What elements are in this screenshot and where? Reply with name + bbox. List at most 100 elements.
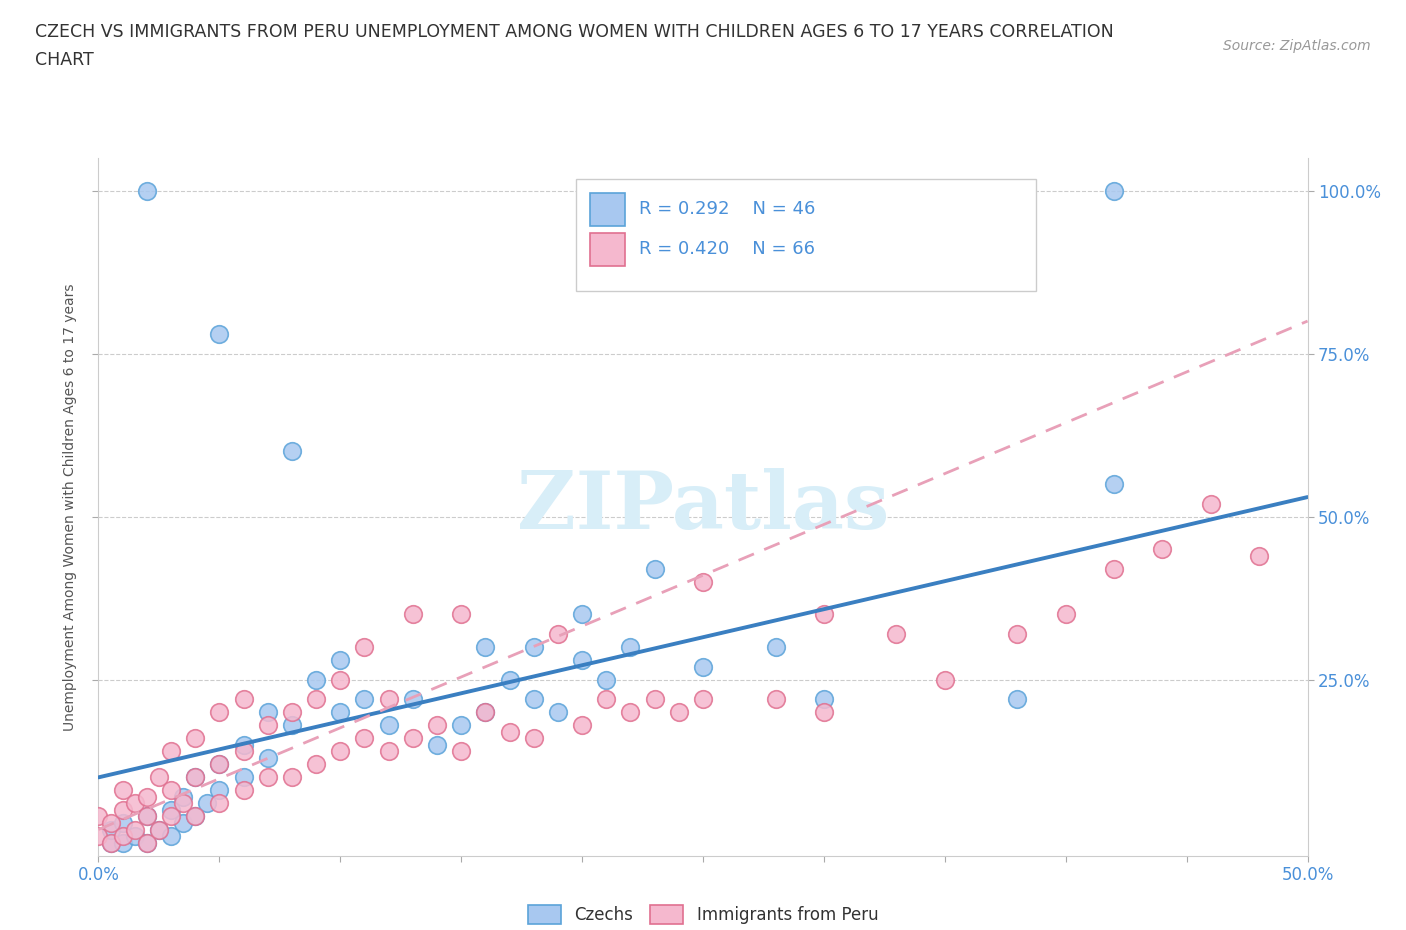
Point bbox=[184, 809, 207, 824]
Point bbox=[281, 705, 304, 720]
Point bbox=[498, 724, 520, 739]
Point bbox=[184, 731, 207, 746]
Point bbox=[353, 640, 375, 655]
Point bbox=[305, 672, 328, 687]
Point bbox=[111, 829, 134, 844]
Point bbox=[523, 692, 546, 707]
Text: Source: ZipAtlas.com: Source: ZipAtlas.com bbox=[1223, 39, 1371, 53]
Point bbox=[232, 737, 254, 752]
Point bbox=[692, 659, 714, 674]
Point bbox=[571, 653, 593, 668]
Point bbox=[184, 770, 207, 785]
Point bbox=[644, 562, 666, 577]
Text: R = 0.292    N = 46: R = 0.292 N = 46 bbox=[640, 200, 815, 219]
Text: ZIPatlas: ZIPatlas bbox=[517, 468, 889, 546]
Point bbox=[595, 672, 617, 687]
Point bbox=[256, 705, 278, 720]
Point bbox=[100, 835, 122, 850]
Point bbox=[148, 822, 170, 837]
Point bbox=[100, 816, 122, 830]
Point bbox=[765, 640, 787, 655]
Point bbox=[124, 822, 146, 837]
Point bbox=[256, 718, 278, 733]
Y-axis label: Unemployment Among Women with Children Ages 6 to 17 years: Unemployment Among Women with Children A… bbox=[63, 283, 77, 731]
Point bbox=[692, 575, 714, 590]
Point bbox=[813, 607, 835, 622]
Point bbox=[765, 692, 787, 707]
Point bbox=[172, 796, 194, 811]
Point bbox=[208, 796, 231, 811]
Legend: Czechs, Immigrants from Peru: Czechs, Immigrants from Peru bbox=[522, 898, 884, 930]
Point bbox=[195, 796, 218, 811]
Point bbox=[450, 744, 472, 759]
Point bbox=[111, 816, 134, 830]
Point bbox=[111, 803, 134, 817]
Point bbox=[813, 705, 835, 720]
Point bbox=[426, 737, 449, 752]
Point bbox=[232, 783, 254, 798]
Point bbox=[571, 607, 593, 622]
Point bbox=[135, 809, 157, 824]
Point bbox=[160, 809, 183, 824]
Point bbox=[160, 744, 183, 759]
Point bbox=[1007, 692, 1029, 707]
Point bbox=[523, 640, 546, 655]
Point bbox=[135, 835, 157, 850]
Point bbox=[450, 718, 472, 733]
Point bbox=[256, 770, 278, 785]
Point bbox=[426, 718, 449, 733]
Point bbox=[208, 326, 231, 341]
Point bbox=[644, 692, 666, 707]
Text: R = 0.420    N = 66: R = 0.420 N = 66 bbox=[640, 240, 815, 259]
Point bbox=[934, 672, 956, 687]
Point bbox=[148, 822, 170, 837]
Point bbox=[135, 809, 157, 824]
Point bbox=[111, 783, 134, 798]
Point bbox=[232, 770, 254, 785]
Point bbox=[1054, 607, 1077, 622]
Point bbox=[208, 705, 231, 720]
Point bbox=[619, 640, 641, 655]
Text: CHART: CHART bbox=[35, 51, 94, 69]
Point bbox=[498, 672, 520, 687]
Point bbox=[135, 183, 157, 198]
Point bbox=[329, 705, 352, 720]
Point bbox=[1007, 627, 1029, 642]
Point bbox=[353, 731, 375, 746]
Point bbox=[135, 790, 157, 804]
Point bbox=[208, 757, 231, 772]
Point bbox=[305, 692, 328, 707]
Point bbox=[547, 627, 569, 642]
Point bbox=[523, 731, 546, 746]
Point bbox=[305, 757, 328, 772]
Point bbox=[1152, 542, 1174, 557]
Point bbox=[329, 653, 352, 668]
Point bbox=[377, 692, 399, 707]
Point bbox=[100, 835, 122, 850]
Point bbox=[450, 607, 472, 622]
Point bbox=[619, 705, 641, 720]
Point bbox=[172, 816, 194, 830]
Point bbox=[595, 692, 617, 707]
Point bbox=[1102, 562, 1125, 577]
Point bbox=[474, 640, 496, 655]
Point bbox=[886, 627, 908, 642]
Point bbox=[1249, 549, 1271, 564]
Point bbox=[474, 705, 496, 720]
Point bbox=[87, 809, 110, 824]
Point bbox=[232, 744, 254, 759]
Point bbox=[184, 770, 207, 785]
Point bbox=[160, 803, 183, 817]
Point bbox=[474, 705, 496, 720]
Point bbox=[208, 757, 231, 772]
Point bbox=[124, 796, 146, 811]
Point bbox=[1102, 183, 1125, 198]
Point bbox=[377, 718, 399, 733]
Point bbox=[402, 607, 425, 622]
Point bbox=[160, 829, 183, 844]
Text: CZECH VS IMMIGRANTS FROM PERU UNEMPLOYMENT AMONG WOMEN WITH CHILDREN AGES 6 TO 1: CZECH VS IMMIGRANTS FROM PERU UNEMPLOYME… bbox=[35, 23, 1114, 41]
Point bbox=[160, 783, 183, 798]
Point bbox=[87, 829, 110, 844]
Point bbox=[353, 692, 375, 707]
Point bbox=[281, 770, 304, 785]
